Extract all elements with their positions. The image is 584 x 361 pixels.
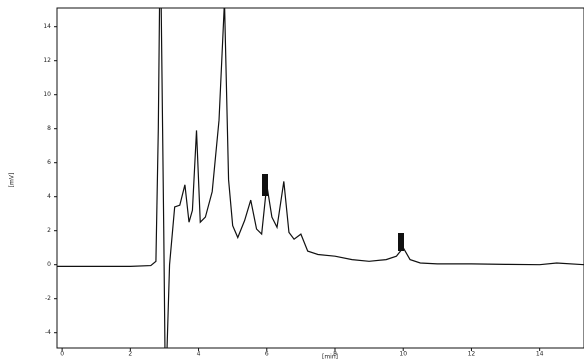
- y-tick-label: 4: [47, 193, 51, 200]
- y-tick-label: 8: [47, 125, 51, 132]
- x-tick-label: 6: [265, 351, 269, 358]
- peak-marker: [262, 174, 268, 196]
- x-tick-label: 8: [333, 351, 337, 358]
- peak-marker: [398, 233, 404, 251]
- x-tick-label: 0: [60, 351, 64, 358]
- x-axis-label: [min]: [322, 354, 338, 361]
- y-axis-label: [mV]: [9, 173, 16, 188]
- y-tick-label: 12: [43, 57, 51, 64]
- x-tick-label: 14: [536, 351, 544, 358]
- x-tick-label: 10: [399, 351, 407, 358]
- trace: [57, 8, 584, 348]
- x-tick-label: 4: [197, 351, 201, 358]
- y-tick-label: 0: [47, 261, 51, 268]
- x-tick-label: 2: [128, 351, 132, 358]
- y-tick-label: -2: [45, 295, 51, 302]
- x-tick-label: 12: [468, 351, 476, 358]
- y-tick-label: 2: [47, 227, 51, 234]
- y-tick-label: 6: [47, 159, 51, 166]
- y-tick-label: 14: [43, 23, 51, 30]
- plot-frame: [56, 7, 584, 349]
- y-tick-label: -4: [45, 329, 51, 336]
- y-tick-label: 10: [43, 91, 51, 98]
